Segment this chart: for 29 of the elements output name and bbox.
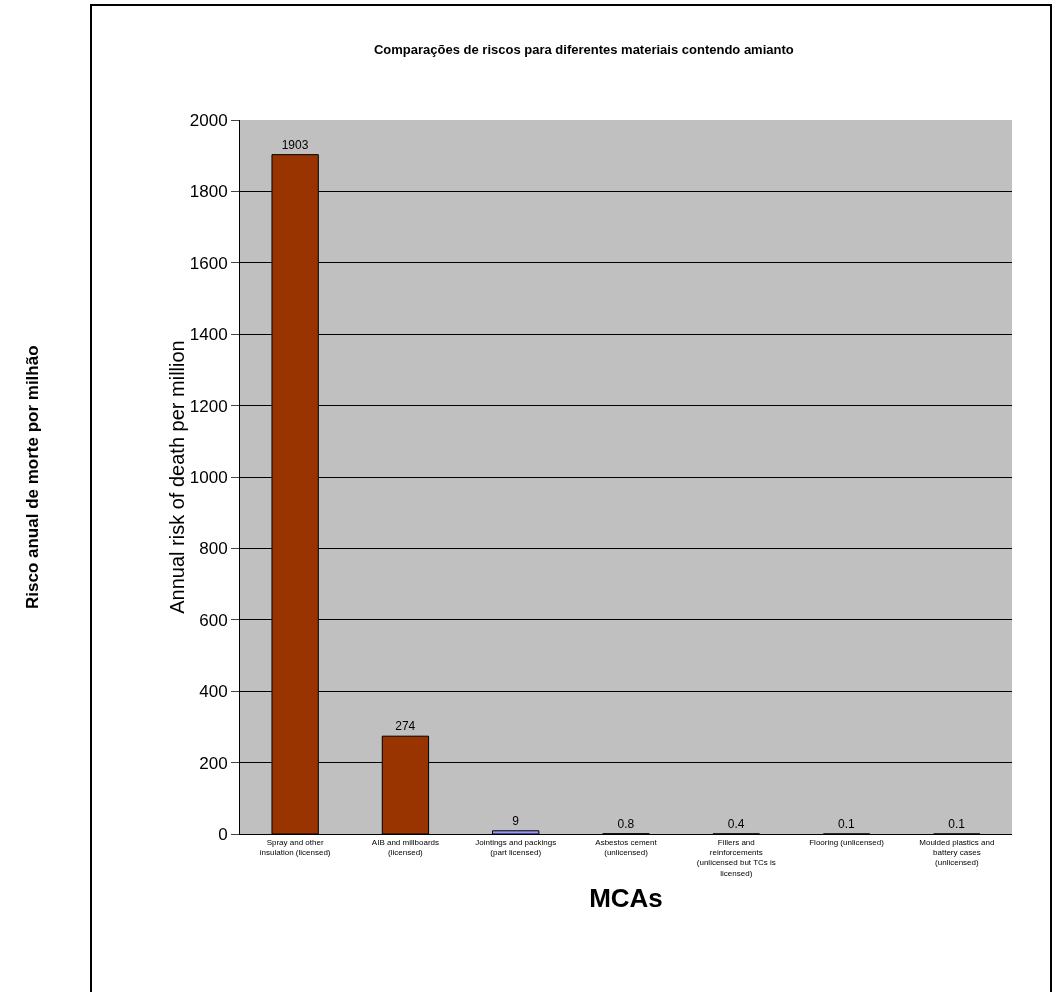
x-tick-label: Moulded plastics and battery cases (unlicensed) bbox=[919, 837, 995, 868]
x-tick-label: Fillers and reinforcements (unlicensed but TCs is licensed) bbox=[696, 837, 776, 878]
y-axis-title: Annual risk of death per million bbox=[165, 340, 188, 614]
y-tick-label: 400 bbox=[199, 682, 228, 702]
y-tick-label: 1400 bbox=[189, 325, 228, 345]
y-tick-label: 1200 bbox=[189, 396, 228, 416]
y-tick-label: 600 bbox=[199, 610, 228, 630]
y-tick-label: 1000 bbox=[189, 467, 228, 487]
data-label: 0.4 bbox=[727, 816, 745, 831]
data-label: 0.8 bbox=[617, 816, 635, 831]
text: Risco anual de morte por milhão bbox=[23, 345, 42, 609]
x-tick-label: Jointings and packings (part licensed) bbox=[475, 837, 557, 857]
x-axis-title: MCAs bbox=[589, 883, 663, 914]
y-tick-label: 800 bbox=[199, 539, 228, 559]
chart-title: Comparações de riscos para diferentes materiais contendo amianto bbox=[373, 41, 794, 57]
data-label: 1903 bbox=[281, 137, 309, 152]
y-tick-label: 1800 bbox=[189, 182, 228, 202]
x-tick-label: Flooring (unlicensed) bbox=[809, 837, 885, 847]
y-tick-label: 0 bbox=[218, 824, 228, 844]
data-label: 9 bbox=[512, 813, 520, 828]
data-label: 0.1 bbox=[948, 816, 966, 831]
data-label: 274 bbox=[395, 719, 416, 734]
y-tick-label: 1600 bbox=[189, 253, 228, 273]
x-tick-label: Asbestos cement (unlicensed) bbox=[595, 837, 658, 857]
y-tick-label: 200 bbox=[199, 753, 228, 773]
x-tick-label: Spray and other insulation (licensed) bbox=[259, 837, 331, 857]
data-label: 0.1 bbox=[838, 816, 856, 831]
y-tick-label: 2000 bbox=[189, 110, 228, 130]
x-tick-label: AIB and millboards (licensed) bbox=[371, 837, 440, 857]
